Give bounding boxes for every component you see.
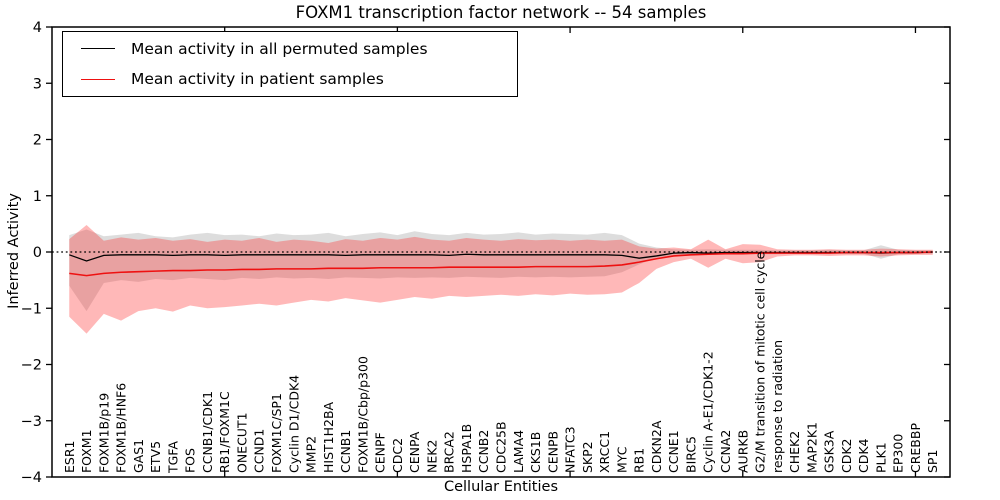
x-category-label: CDK4: [856, 438, 871, 473]
x-category-label: CKS1B: [528, 432, 543, 473]
x-category-label: SKP2: [580, 441, 595, 473]
patient-line-swatch: [81, 78, 115, 80]
x-category-label: MAP2K1: [804, 422, 819, 473]
x-category-label: FOS: [183, 448, 198, 473]
x-axis-label: Cellular Entities: [443, 479, 559, 495]
patient-range-band: [69, 225, 933, 334]
y-tick-label: 0: [33, 245, 42, 261]
legend-entry-permuted: Mean activity in all permuted samples: [63, 35, 517, 63]
x-category-label: MMP2: [304, 436, 319, 473]
x-category-label: XRCC1: [597, 431, 612, 473]
x-category-label: HIST1H2BA: [321, 401, 336, 473]
x-category-label: LAMA4: [511, 430, 526, 473]
legend-label-permuted: Mean activity in all permuted samples: [131, 39, 428, 58]
x-category-label: CCNB1: [338, 430, 353, 473]
x-category-label: NFATC3: [563, 426, 578, 473]
x-category-label: CENPB: [545, 431, 560, 473]
x-category-label: FOXM1B/p19: [96, 393, 111, 473]
x-category-label: ETV5: [148, 441, 163, 473]
x-category-label: FOXM1B/Cbp/p300: [355, 356, 370, 473]
permuted-line-swatch: [81, 48, 115, 50]
x-category-label: TGFA: [165, 441, 180, 474]
x-category-label: GSK3A: [822, 430, 837, 473]
x-category-label: EP300: [891, 434, 906, 473]
x-category-label: GAS1: [131, 439, 146, 473]
y-tick-label: 2: [33, 133, 42, 149]
x-category-label: Cyclin A-E1/CDK1-2: [701, 351, 716, 473]
x-category-label: BIRC5: [683, 436, 698, 473]
x-category-label: AURKB: [735, 430, 750, 473]
y-tick-label: 1: [33, 189, 42, 205]
y-axis-label: Inferred Activity: [6, 193, 22, 309]
x-category-label: RB1/FOXM1C: [217, 391, 232, 473]
x-category-label: CDK2: [839, 438, 854, 473]
y-tick-label: 4: [33, 20, 42, 36]
x-category-label: CENPF: [373, 432, 388, 473]
y-tick-label: −1: [21, 301, 42, 317]
x-category-label: BRCA2: [442, 431, 457, 473]
x-category-label: ESR1: [62, 441, 77, 473]
x-category-label: CCNB1/CDK1: [200, 391, 215, 473]
x-category-label: Cyclin D1/CDK4: [286, 375, 301, 473]
y-tick-label: −4: [21, 470, 42, 486]
patient-mean-line: [69, 251, 933, 277]
x-category-label: CDC2: [390, 438, 405, 473]
chart-title: FOXM1 transcription factor network -- 54…: [295, 3, 707, 22]
x-category-label: CCNB2: [476, 430, 491, 473]
x-category-label: CCNA2: [718, 430, 733, 473]
x-category-label: HSPA1B: [459, 424, 474, 473]
permuted-range-band: [69, 229, 933, 312]
x-category-label: SP1: [925, 450, 940, 473]
x-category-label: ONECUT1: [234, 412, 249, 473]
x-category-label: CDKN2A: [649, 420, 664, 473]
x-category-label: PLK1: [873, 442, 888, 473]
y-tick-label: 3: [33, 76, 42, 92]
x-category-label: CCND1: [252, 429, 267, 473]
x-category-label: CENPA: [407, 431, 422, 473]
x-category-label: MYC: [614, 446, 629, 473]
x-category-label: FOXM1B/HNF6: [114, 383, 129, 473]
x-category-label: G2/M transition of mitotic cell cycle: [753, 251, 768, 473]
x-category-label: CCNE1: [666, 430, 681, 473]
x-category-label: FOXM1C/SP1: [269, 393, 284, 473]
y-tick-label: −3: [21, 414, 42, 430]
legend: Mean activity in all permuted samples Me…: [62, 31, 518, 97]
legend-label-patient: Mean activity in patient samples: [131, 70, 384, 89]
x-category-label: FOXM1: [79, 429, 94, 473]
x-category-label: NEK2: [424, 440, 439, 473]
y-tick-label: −2: [21, 358, 42, 374]
legend-entry-patient: Mean activity in patient samples: [63, 65, 517, 93]
x-category-label: response to radiation: [770, 340, 785, 473]
x-category-label: RB1: [632, 448, 647, 473]
x-category-label: CREBBP: [908, 423, 923, 473]
x-category-label: CDC25B: [494, 421, 509, 473]
x-category-label: CHEK2: [787, 431, 802, 473]
